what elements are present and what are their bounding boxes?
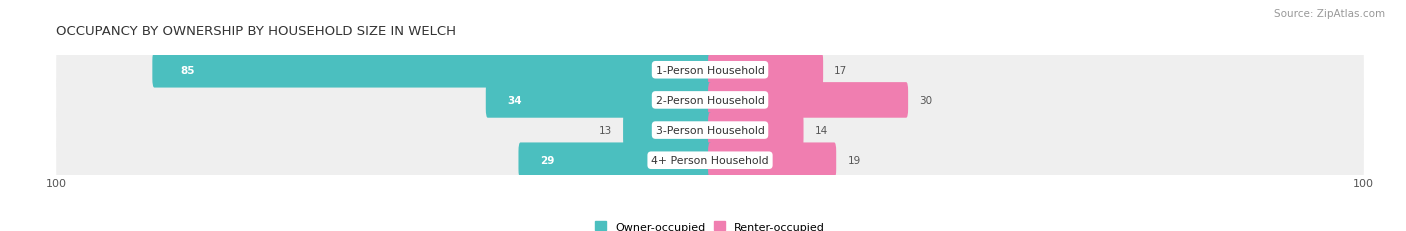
FancyBboxPatch shape — [623, 113, 711, 148]
FancyBboxPatch shape — [709, 113, 803, 148]
Text: Source: ZipAtlas.com: Source: ZipAtlas.com — [1274, 9, 1385, 19]
FancyBboxPatch shape — [709, 83, 908, 118]
FancyBboxPatch shape — [709, 143, 837, 178]
FancyBboxPatch shape — [709, 53, 823, 88]
Legend: Owner-occupied, Renter-occupied: Owner-occupied, Renter-occupied — [591, 217, 830, 231]
Text: 85: 85 — [180, 65, 195, 76]
Text: 17: 17 — [834, 65, 848, 76]
Text: 13: 13 — [599, 125, 612, 136]
FancyBboxPatch shape — [56, 135, 1364, 186]
FancyBboxPatch shape — [56, 45, 1364, 96]
Text: 4+ Person Household: 4+ Person Household — [651, 155, 769, 166]
FancyBboxPatch shape — [519, 143, 711, 178]
Text: OCCUPANCY BY OWNERSHIP BY HOUSEHOLD SIZE IN WELCH: OCCUPANCY BY OWNERSHIP BY HOUSEHOLD SIZE… — [56, 24, 456, 37]
Text: 14: 14 — [814, 125, 828, 136]
Text: 3-Person Household: 3-Person Household — [655, 125, 765, 136]
FancyBboxPatch shape — [56, 75, 1364, 126]
FancyBboxPatch shape — [486, 83, 711, 118]
Text: 34: 34 — [508, 95, 522, 106]
Text: 29: 29 — [540, 155, 554, 166]
Text: 30: 30 — [920, 95, 932, 106]
Text: 19: 19 — [848, 155, 860, 166]
FancyBboxPatch shape — [152, 53, 711, 88]
Text: 1-Person Household: 1-Person Household — [655, 65, 765, 76]
Text: 2-Person Household: 2-Person Household — [655, 95, 765, 106]
FancyBboxPatch shape — [56, 105, 1364, 156]
